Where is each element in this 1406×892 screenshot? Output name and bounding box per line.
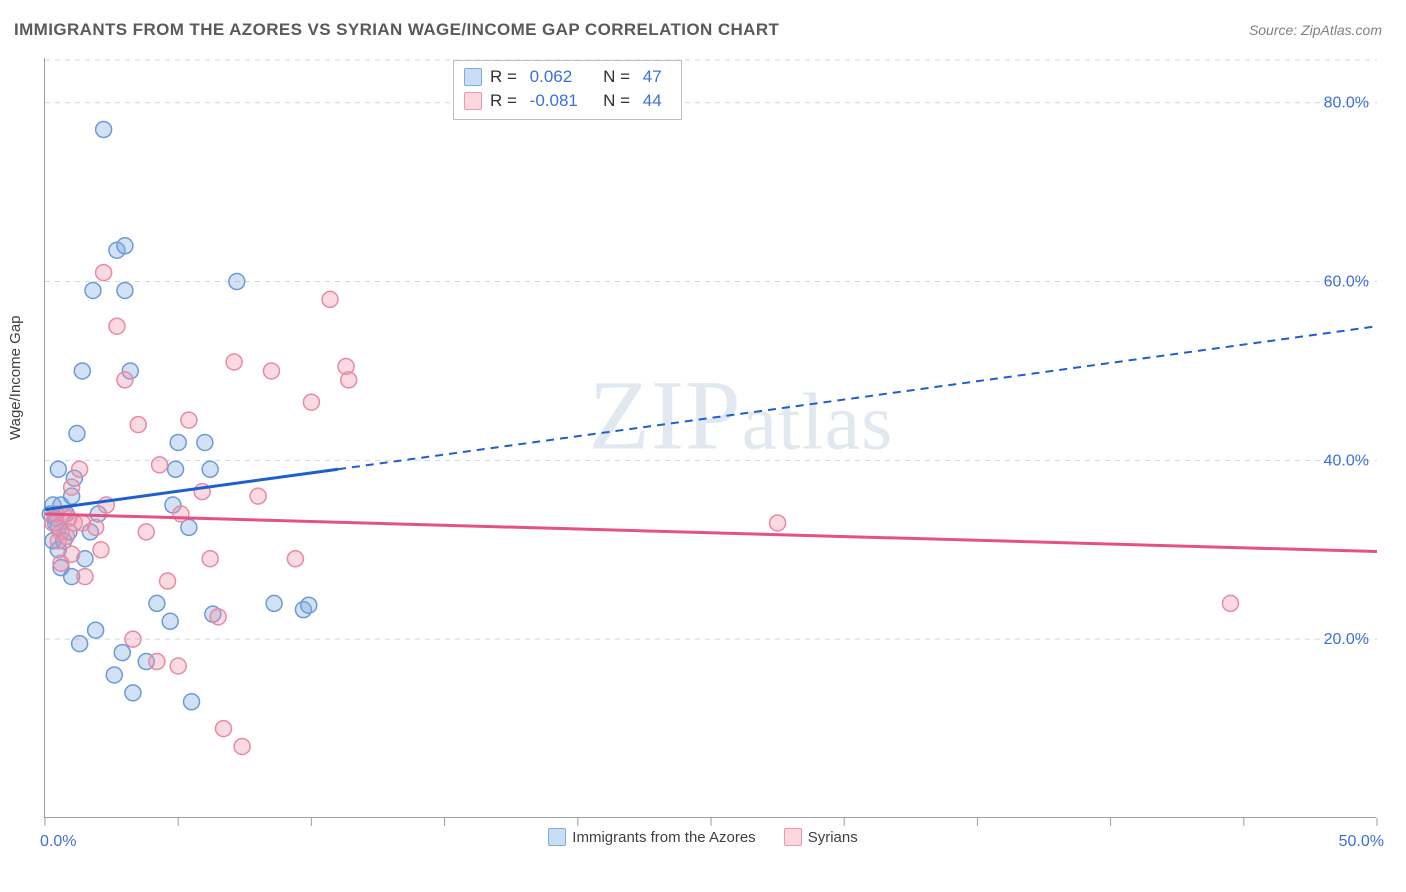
- scatter-point-syrians: [93, 542, 109, 558]
- scatter-point-syrians: [109, 318, 125, 334]
- scatter-point-azores: [197, 434, 213, 450]
- stats-row: R = -0.081 N = 44: [464, 89, 667, 113]
- scatter-point-azores: [106, 667, 122, 683]
- scatter-point-syrians: [88, 519, 104, 535]
- scatter-point-syrians: [130, 417, 146, 433]
- scatter-point-azores: [162, 613, 178, 629]
- scatter-point-syrians: [117, 372, 133, 388]
- scatter-point-syrians: [138, 524, 154, 540]
- scatter-point-syrians: [149, 654, 165, 670]
- scatter-point-syrians: [1222, 595, 1238, 611]
- stats-legend: R = 0.062 N = 47R = -0.081 N = 44: [453, 60, 682, 120]
- stats-r-value: 0.062: [530, 65, 586, 89]
- y-axis-label: Wage/Income Gap: [7, 315, 24, 440]
- chart-title: IMMIGRANTS FROM THE AZORES VS SYRIAN WAG…: [14, 20, 779, 40]
- scatter-point-syrians: [263, 363, 279, 379]
- scatter-point-syrians: [250, 488, 266, 504]
- stats-n-label: N =: [594, 65, 635, 89]
- legend-swatch: [464, 92, 482, 110]
- scatter-point-azores: [85, 282, 101, 298]
- scatter-point-azores: [301, 597, 317, 613]
- stats-n-value: 44: [643, 89, 667, 113]
- scatter-point-syrians: [210, 609, 226, 625]
- legend-swatch: [784, 828, 802, 846]
- scatter-point-azores: [117, 282, 133, 298]
- trendline-solid-azores: [45, 469, 338, 509]
- scatter-point-azores: [168, 461, 184, 477]
- stats-n-value: 47: [643, 65, 667, 89]
- scatter-point-azores: [266, 595, 282, 611]
- scatter-point-syrians: [72, 461, 88, 477]
- scatter-point-syrians: [215, 721, 231, 737]
- scatter-point-azores: [96, 122, 112, 138]
- scatter-point-azores: [74, 363, 90, 379]
- scatter-point-azores: [114, 645, 130, 661]
- scatter-point-azores: [229, 274, 245, 290]
- scatter-point-syrians: [181, 412, 197, 428]
- bottom-legend: Immigrants from the Azores Syrians: [0, 828, 1406, 846]
- trendline-dashed-azores: [338, 326, 1377, 469]
- legend-label: Syrians: [808, 829, 858, 846]
- source-label: Source: ZipAtlas.com: [1249, 22, 1382, 38]
- stats-row: R = 0.062 N = 47: [464, 65, 667, 89]
- stats-r-label: R =: [490, 65, 522, 89]
- stats-n-label: N =: [594, 89, 635, 113]
- scatter-point-syrians: [202, 551, 218, 567]
- scatter-point-azores: [88, 622, 104, 638]
- scatter-point-syrians: [160, 573, 176, 589]
- scatter-point-azores: [72, 636, 88, 652]
- scatter-point-azores: [50, 461, 66, 477]
- legend-swatch: [464, 68, 482, 86]
- scatter-point-azores: [170, 434, 186, 450]
- scatter-point-azores: [184, 694, 200, 710]
- scatter-point-syrians: [125, 631, 141, 647]
- scatter-point-azores: [149, 595, 165, 611]
- scatter-point-azores: [125, 685, 141, 701]
- y-tick-label: 80.0%: [1324, 95, 1369, 112]
- scatter-point-syrians: [341, 372, 357, 388]
- legend-label: Immigrants from the Azores: [572, 829, 755, 846]
- scatter-point-syrians: [96, 265, 112, 281]
- stats-r-label: R =: [490, 89, 522, 113]
- scatter-point-syrians: [287, 551, 303, 567]
- scatter-point-syrians: [64, 479, 80, 495]
- legend-item: Syrians: [784, 828, 858, 846]
- scatter-point-azores: [69, 426, 85, 442]
- scatter-point-syrians: [303, 394, 319, 410]
- scatter-point-syrians: [152, 457, 168, 473]
- scatter-point-syrians: [173, 506, 189, 522]
- legend-swatch: [548, 828, 566, 846]
- stats-r-value: -0.081: [530, 89, 586, 113]
- y-tick-label: 40.0%: [1324, 452, 1369, 469]
- trendline-solid-syrians: [45, 514, 1377, 552]
- scatter-point-syrians: [170, 658, 186, 674]
- y-tick-label: 20.0%: [1324, 631, 1369, 648]
- chart-plot-area: ZIPatlas 20.0%40.0%60.0%80.0%: [44, 58, 1376, 818]
- y-tick-label: 60.0%: [1324, 274, 1369, 291]
- scatter-point-syrians: [234, 738, 250, 754]
- scatter-point-syrians: [77, 569, 93, 585]
- legend-item: Immigrants from the Azores: [548, 828, 755, 846]
- chart-svg: 20.0% 40.0% 60.0% 80.0%: [45, 58, 1376, 817]
- scatter-point-syrians: [64, 546, 80, 562]
- scatter-point-syrians: [322, 291, 338, 307]
- scatter-point-syrians: [226, 354, 242, 370]
- scatter-point-azores: [117, 238, 133, 254]
- scatter-point-azores: [202, 461, 218, 477]
- scatter-point-syrians: [770, 515, 786, 531]
